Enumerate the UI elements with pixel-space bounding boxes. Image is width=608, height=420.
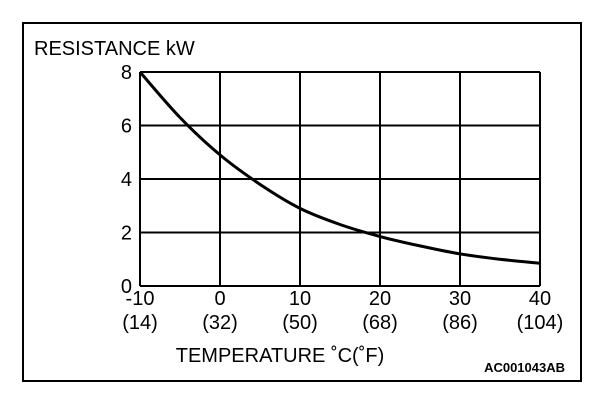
x-tick-label-c-3: 20: [369, 288, 391, 310]
grid: [139, 71, 541, 287]
x-tick-label-f-4: (86): [442, 312, 478, 334]
x-tick-label-f-1: (32): [202, 312, 238, 334]
y-tick-label-1: 2: [121, 223, 132, 245]
x-tick-labels: -10(14) 0(32) 10(50) 20(68) 30(86) 40(104): [122, 288, 563, 334]
y-tick-label-3: 6: [121, 116, 132, 138]
x-tick-label-c-2: 10: [289, 288, 311, 310]
figure-code: AC001043AB: [484, 360, 565, 375]
y-tick-label-0: 0: [121, 276, 132, 298]
series-line-0: [138, 71, 541, 265]
x-tick-label-c-1: 0: [214, 288, 225, 310]
x-tick-label-f-0: (14): [122, 312, 158, 334]
series-layer: [138, 71, 541, 265]
x-tick-label-f-2: (50): [282, 312, 318, 334]
y-axis-label: RESISTANCE kW: [34, 38, 195, 60]
x-tick-label-f-3: (68): [362, 312, 398, 334]
x-tick-label-f-5: (104): [517, 312, 564, 334]
x-tick-label-c-5: 40: [529, 288, 551, 310]
x-axis-label: TEMPERATURE ˚C(˚F): [176, 345, 385, 367]
y-tick-label-2: 4: [121, 169, 132, 191]
x-tick-label-c-4: 30: [449, 288, 471, 310]
x-tick-label-c-0: -10: [126, 288, 155, 310]
chart-frame: [22, 22, 582, 382]
y-tick-label-4: 8: [121, 62, 132, 84]
y-tick-labels: 0 2 4 6 8: [121, 62, 132, 298]
